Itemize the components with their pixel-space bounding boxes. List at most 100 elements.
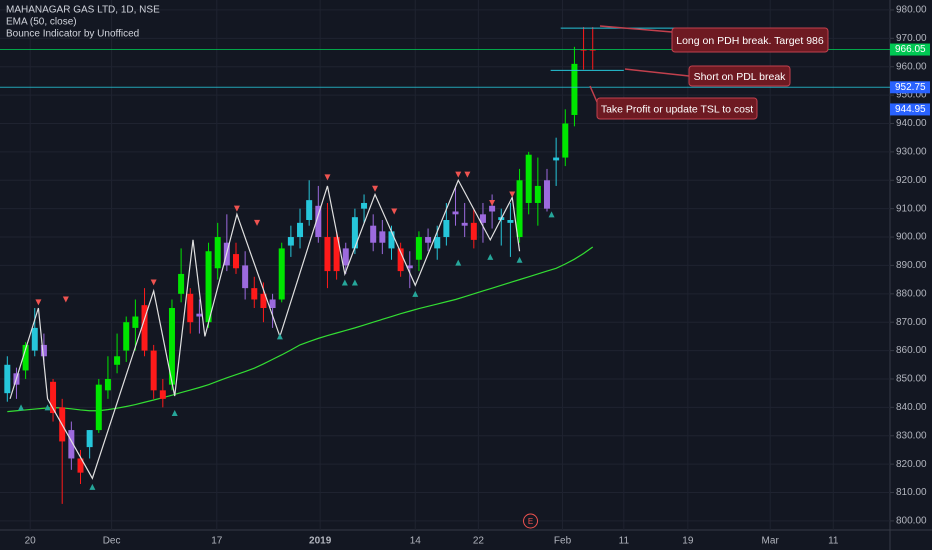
indicator-label: Bounce Indicator by Unofficed (6, 29, 139, 40)
down-marker (324, 174, 331, 181)
down-marker (464, 171, 471, 178)
candle-body (571, 63, 578, 115)
candle-body (489, 205, 496, 212)
chart-title: MAHANAGAR GAS LTD, 1D, NSE (6, 5, 160, 16)
down-marker (150, 279, 157, 286)
candle-body (342, 248, 349, 266)
x-tick-label: Feb (554, 536, 572, 547)
x-tick-label: 11 (828, 536, 839, 547)
candle-body (278, 248, 285, 300)
candle-body (534, 185, 541, 203)
annotation-text: Short on PDL break (694, 71, 787, 83)
y-tick-label: 890.00 (896, 260, 927, 271)
x-tick-label: 11 (619, 536, 630, 547)
candle-body (196, 313, 203, 317)
event-label: E (528, 517, 533, 526)
y-tick-label: 830.00 (896, 430, 927, 441)
candle-body (269, 299, 276, 309)
down-marker (62, 296, 69, 303)
candle-body (388, 231, 395, 249)
candle-body (507, 220, 514, 223)
candle-body (379, 231, 386, 243)
candle-body (415, 237, 422, 260)
y-tick-label: 820.00 (896, 459, 927, 470)
up-marker (516, 256, 523, 263)
annotation-text: Long on PDH break. Target 986 (676, 35, 824, 47)
up-marker (89, 483, 96, 490)
candle-body (434, 237, 441, 249)
candle-body (95, 384, 102, 431)
candle-body (68, 430, 75, 459)
down-marker (254, 219, 261, 226)
y-tick-label: 870.00 (896, 317, 927, 328)
candle-body (242, 265, 249, 289)
candle-body (22, 344, 29, 371)
price-label-box (890, 103, 930, 116)
candle-body (50, 381, 57, 414)
ema-line (7, 246, 594, 413)
y-tick-label: 920.00 (896, 175, 927, 186)
down-marker (35, 299, 42, 306)
candle-body (370, 225, 377, 243)
x-tick-label: Mar (762, 536, 780, 547)
y-tick-label: 940.00 (896, 118, 927, 129)
price-label: 966.05 (895, 44, 926, 55)
down-marker (455, 171, 462, 178)
candle-body (251, 288, 258, 300)
candle-body (159, 390, 166, 399)
y-tick-label: 970.00 (896, 33, 927, 44)
down-marker (372, 185, 379, 192)
x-tick-label: 22 (473, 536, 485, 547)
y-tick-label: 930.00 (896, 147, 927, 158)
candle-body (553, 157, 560, 161)
candle-body (333, 237, 340, 272)
candle-body (123, 322, 130, 351)
candle-body (470, 222, 477, 240)
candle-body (425, 237, 432, 243)
up-marker (455, 259, 462, 266)
up-marker (171, 410, 178, 417)
annotation-box (596, 97, 758, 120)
candle-body (315, 205, 322, 238)
candle-body (306, 200, 313, 221)
candle-body (205, 251, 212, 323)
up-marker (412, 290, 419, 297)
y-tick-label: 800.00 (896, 516, 927, 527)
candle-body (479, 214, 486, 223)
candle-body (232, 254, 239, 269)
x-tick-label: 19 (682, 536, 694, 547)
down-marker (509, 191, 516, 198)
up-marker (18, 404, 25, 411)
candle-body (141, 305, 148, 351)
candle-body (351, 217, 358, 249)
up-marker (341, 279, 348, 286)
y-tick-label: 950.00 (896, 90, 927, 101)
candle-body (525, 154, 532, 203)
up-marker (548, 211, 555, 218)
candle-body (287, 237, 294, 246)
down-marker (489, 199, 496, 206)
x-tick-label: 14 (410, 536, 422, 547)
price-label: 944.95 (895, 104, 926, 115)
candle-body (178, 273, 185, 294)
y-tick-label: 810.00 (896, 487, 927, 498)
candle-body (443, 220, 450, 238)
y-tick-label: 850.00 (896, 374, 927, 385)
candle-body (187, 293, 194, 323)
up-marker (44, 404, 51, 411)
down-marker (233, 205, 240, 212)
candle-body (543, 180, 550, 209)
y-tick-label: 880.00 (896, 288, 927, 299)
candle-body (4, 364, 11, 394)
candle-body (461, 222, 468, 226)
y-tick-label: 980.00 (896, 5, 927, 16)
indicator-label: EMA (50, close) (6, 17, 77, 28)
y-tick-label: 910.00 (896, 203, 927, 214)
price-label: 952.75 (895, 82, 926, 93)
candle-body (31, 327, 38, 351)
overlay: 966.05 952.75 944.95 Long on PDH break. Tar… (0, 25, 930, 529)
x-tick-label: 17 (211, 536, 223, 547)
price-label-box (890, 43, 930, 56)
